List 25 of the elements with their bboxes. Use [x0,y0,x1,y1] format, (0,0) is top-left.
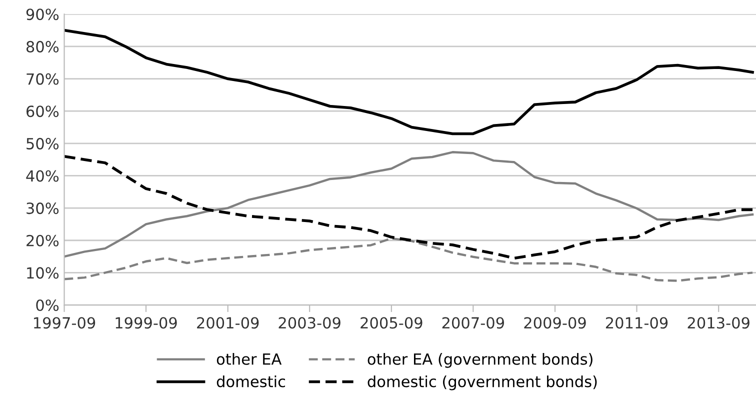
y-tick-label: 40% [26,170,59,182]
legend-label: domestic (government bonds) [368,375,597,390]
line-series [64,28,754,136]
y-tick-label: 20% [26,234,59,246]
line-series [64,237,754,282]
x-tick-label: 2009-09 [524,317,586,329]
legend-label: other EA [216,353,282,365]
y-tick-label: 30% [26,202,59,214]
y-tick-label: 10% [27,267,59,279]
x-tick-label: 1999-09 [116,317,177,329]
x-tick-label: 2003-09 [278,317,340,329]
x-tick-label: 2011-09 [606,317,668,329]
y-tick-label: 90% [26,8,59,20]
y-tick-label: 50% [26,138,59,150]
x-tick-label: 2005-09 [360,317,422,329]
x-tick-label: 2001-09 [197,317,259,329]
legend-label: domestic [216,375,286,388]
y-tick-label: 0% [36,299,59,312]
x-tick-label: 2013-09 [688,317,750,329]
x-tick-label: 2007-09 [442,317,504,329]
x-tick-label: 1997-09 [34,317,96,329]
y-tick-label: 60% [26,106,59,118]
y-tick-label: 80% [26,40,59,52]
y-tick-label: 70% [26,73,59,85]
legend-label: other EA (government bonds) [368,353,592,368]
